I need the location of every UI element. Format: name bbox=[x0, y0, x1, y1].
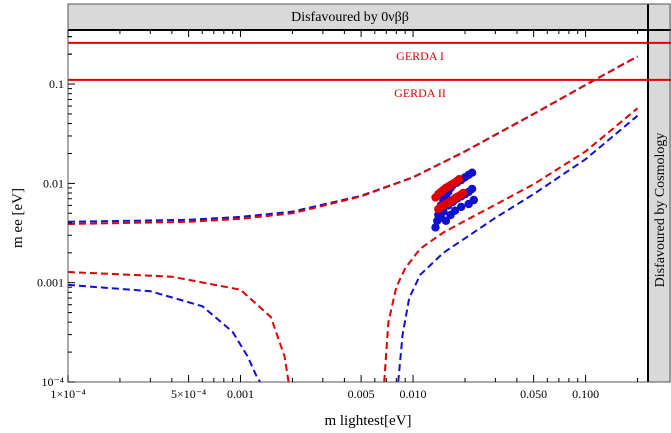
curve-4 bbox=[397, 114, 639, 383]
scatter-0-point-29 bbox=[469, 195, 478, 205]
disfavoured-bands bbox=[68, 4, 671, 382]
y-tick-label-0: 10⁻⁴ bbox=[41, 375, 64, 389]
scatter-points bbox=[431, 168, 478, 232]
axis-ticks: 1×10⁻⁴ 5×10⁻⁴ 0.001 0.005 0.010 0.050 0.100 10⁻… bbox=[37, 30, 639, 401]
y-tick-label-1: 0.001 bbox=[37, 276, 64, 290]
scatter-0-point-0 bbox=[431, 223, 440, 232]
scatter-1-point-10 bbox=[455, 175, 464, 184]
curve-1 bbox=[67, 55, 638, 225]
scatter-0-point-14 bbox=[467, 168, 477, 177]
dashed-curves bbox=[67, 55, 639, 383]
scatter-1-point-22 bbox=[458, 188, 468, 198]
x-tick-label-1: 5×10⁻⁴ bbox=[171, 387, 206, 401]
scatter-0-point-23 bbox=[467, 184, 477, 194]
scatter-0-point-27 bbox=[457, 202, 466, 212]
x-tick-label-2: 0.001 bbox=[227, 387, 254, 401]
limit-label-1: GERDA II bbox=[394, 86, 446, 100]
top-band bbox=[68, 4, 671, 30]
x-tick-label-4: 0.010 bbox=[400, 387, 427, 401]
scatter-0-point-26 bbox=[450, 206, 460, 215]
x-axis-title: m lightest[eV] bbox=[324, 413, 411, 429]
right-band bbox=[648, 4, 671, 382]
curve-5 bbox=[383, 107, 639, 383]
x-tick-label-3: 0.005 bbox=[348, 387, 375, 401]
x-tick-label-6: 0.100 bbox=[572, 387, 599, 401]
limit-label-0: GERDA I bbox=[396, 49, 444, 63]
y-tick-label-3: 0.1 bbox=[49, 77, 64, 91]
plot-area bbox=[68, 4, 671, 382]
scatter-0-point-24 bbox=[441, 216, 451, 225]
plot-background bbox=[68, 4, 671, 382]
x-tick-label-0: 1×10⁻⁴ bbox=[50, 387, 85, 401]
y-tick-label-2: 0.01 bbox=[43, 176, 64, 190]
top-band-label: Disfavoured by 0νββ bbox=[291, 10, 409, 25]
right-band-label: Disfavoured by Cosmology bbox=[653, 133, 668, 288]
curve-2 bbox=[67, 283, 262, 383]
gerda-limits: GERDA I GERDA II bbox=[68, 41, 671, 100]
x-tick-label-5: 0.050 bbox=[520, 387, 547, 401]
y-axis-title: m ee [eV] bbox=[10, 188, 26, 248]
